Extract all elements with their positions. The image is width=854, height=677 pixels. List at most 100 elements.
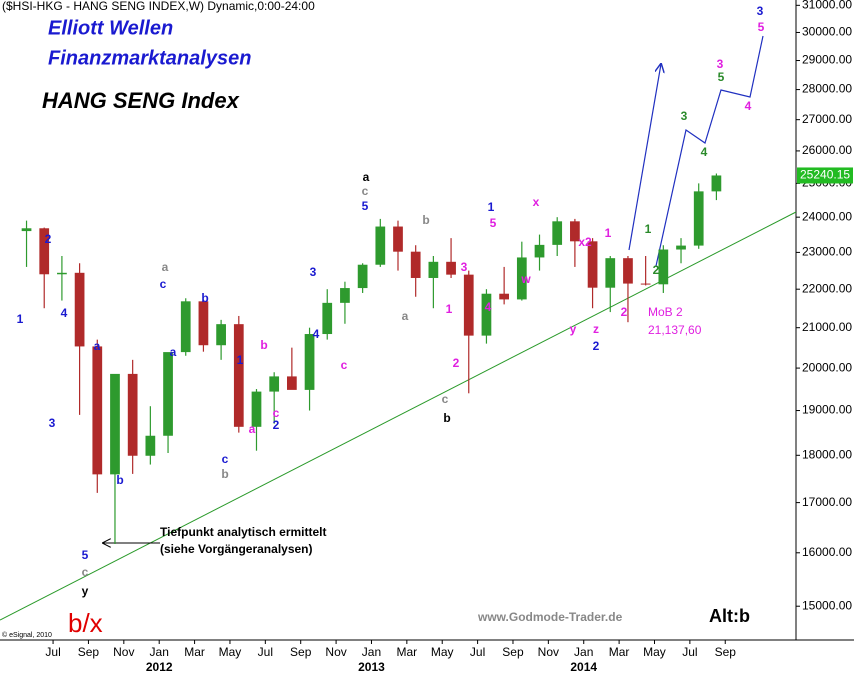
wave-annotation: 2 [653,263,660,277]
wave-annotation: a [94,339,101,353]
candle-body [658,249,669,285]
watermark: www.Godmode-Trader.de [477,610,623,624]
wave-annotation: 1 [446,302,453,316]
wave-annotation: c [222,452,229,466]
candle-body [145,435,156,456]
candle-body [676,245,686,250]
y-tick-label: 22000.00 [802,281,852,295]
candle-body [21,228,32,232]
candle-body [340,288,350,303]
candle-body [110,373,120,475]
wave-annotation: 4 [61,306,68,320]
x-tick-label: Sep [715,645,737,659]
candle-body [287,376,297,390]
wave-annotation: 2 [621,305,628,319]
mob-label: MoB 2 [648,305,683,319]
candle-body [640,283,651,285]
y-tick-label: 18000.00 [802,447,852,461]
last-price-label: 25240.15 [800,168,850,182]
x-tick-label: Jul [682,645,697,659]
wave-annotation: 4 [745,99,752,113]
wave-annotation: 3 [681,109,688,123]
candle-body [233,324,244,427]
candle-body [375,226,386,265]
y-tick-label: 17000.00 [802,495,852,509]
wave-annotation: b [221,467,228,481]
candle-body [39,228,50,275]
projection-line [655,35,764,267]
y-tick-label: 21000.00 [802,320,852,334]
wave-annotation: b [116,473,123,487]
alt-label: Alt:b [709,606,750,626]
wave-annotation: 4 [485,300,492,314]
wave-annotation: b [260,338,267,352]
wave-annotation: 3 [757,4,764,18]
y-tick-label: 24000.00 [802,209,852,223]
x-tick-label: May [431,645,454,659]
x-tick-label: Jul [470,645,485,659]
wave-annotation: z [593,322,599,336]
wave-annotation: 5 [82,548,89,562]
wave-annotation: 4 [701,145,708,159]
y-tick-label: 29000.00 [802,53,852,67]
candle-body [251,391,262,427]
x-tick-label: Jul [258,645,273,659]
x-tick-label: Jan [150,645,169,659]
wave-annotation: 3 [717,57,724,71]
x-tick-label: May [219,645,242,659]
candle-body [446,261,456,275]
x-tick-label: Jul [45,645,60,659]
wave-annotation: x2 [578,235,592,249]
candle-body [198,301,209,346]
wave-annotation: 3 [310,265,317,279]
y-tick-label: 31000.00 [802,0,852,11]
x-tick-label: Jan [362,645,381,659]
wave-annotation: 5 [362,199,369,213]
wave-annotation: 1 [237,353,244,367]
wave-annotation: b [443,411,450,425]
y-tick-label: 23000.00 [802,245,852,259]
wave-annotation: x [533,195,540,209]
y-tick-label: 27000.00 [802,112,852,126]
x-tick-label: Mar [609,645,630,659]
wave-annotation: a [402,309,409,323]
wave-annotation: a [249,422,256,436]
wave-annotation: y [570,322,577,336]
candle-body [481,293,492,336]
year-label: 2014 [570,660,597,674]
candle-body [463,274,474,336]
wave-annotation: 2 [45,232,52,246]
candle-body [605,258,616,288]
y-tick-label: 28000.00 [802,82,852,96]
x-tick-label: Nov [538,645,559,659]
wave-annotation: c [442,392,449,406]
x-tick-label: Nov [113,645,134,659]
wave-annotation: 1 [17,312,24,326]
wave-annotation: 2 [273,418,280,432]
wave-annotation: c [273,406,280,420]
wave-annotation: c [341,358,348,372]
y-tick-label: 19000.00 [802,403,852,417]
candle-body [693,191,704,246]
y-tick-label: 16000.00 [802,545,852,559]
candle-body [57,272,67,275]
wave-annotation: 5 [490,216,497,230]
subtitle: Finanzmarktanalysen [48,47,251,69]
candle-body [92,346,103,475]
year-label: 2013 [358,660,385,674]
subtitle: Elliott Wellen [48,17,173,39]
y-tick-label: 20000.00 [802,360,852,374]
x-tick-label: Jan [574,645,593,659]
candle-body [269,376,280,392]
y-tick-label: 26000.00 [802,143,852,157]
candle-body [304,334,315,390]
wave-annotation: c [82,565,89,579]
last-price-box [797,167,853,184]
candle-body [393,226,403,252]
candle-body [428,261,439,278]
candle-body [216,324,226,346]
wave-annotation: 5 [758,20,765,34]
wave-annotation: 3 [461,260,468,274]
candle-body [552,221,563,245]
